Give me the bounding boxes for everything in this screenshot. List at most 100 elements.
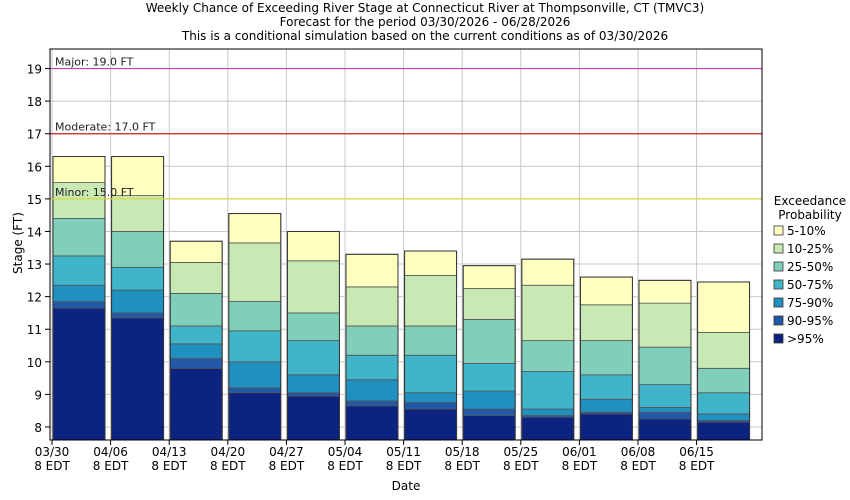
title-line-3: This is a conditional simulation based o…: [181, 29, 668, 43]
legend-label: 90-95%: [787, 314, 833, 328]
bar-segment: [580, 413, 633, 441]
legend-item: 50-75%: [773, 278, 833, 292]
x-tick-date: 05/18: [445, 445, 480, 459]
bar-segment: [580, 276, 633, 306]
bar-segment: [169, 343, 223, 359]
legend-swatch: [773, 243, 784, 254]
bar-segment: [111, 312, 164, 319]
y-tick-label: 17: [27, 128, 42, 142]
legend-title-line-1: Exceedance: [774, 194, 846, 208]
bar-segment: [169, 325, 223, 345]
x-tick-time: 8 EDT: [34, 459, 70, 473]
y-tick-label: 15: [27, 193, 42, 207]
bar-segment: [697, 281, 750, 333]
bars: [52, 156, 751, 441]
bar-segment: [52, 218, 106, 257]
x-tick-date: 04/13: [152, 445, 187, 459]
week-bar: [228, 213, 282, 441]
bar-segment: [52, 156, 106, 183]
x-tick-time: 8 EDT: [151, 459, 187, 473]
bar-segment: [169, 240, 223, 263]
bar-segment: [521, 408, 575, 416]
x-tick-time: 8 EDT: [620, 459, 656, 473]
legend-label: 50-75%: [787, 278, 833, 292]
bar-segment: [462, 265, 516, 289]
week-bar: [521, 258, 575, 441]
bar-segment: [404, 325, 458, 356]
bar-segment: [111, 266, 164, 291]
bar-segment: [638, 411, 692, 420]
bar-segment: [286, 395, 340, 441]
bar-segment: [462, 390, 516, 410]
bar-segment: [638, 418, 692, 441]
bar-segment: [286, 231, 340, 262]
bar-segment: [52, 307, 106, 441]
y-tick-label: 14: [27, 225, 42, 239]
week-bar: [697, 281, 751, 441]
title-line-1: Weekly Chance of Exceeding River Stage a…: [146, 1, 704, 15]
bar-segment: [462, 363, 516, 392]
week-bar: [111, 156, 165, 441]
week-bar: [286, 230, 340, 441]
week-bar: [462, 265, 516, 441]
y-tick-label: 8: [34, 421, 42, 435]
legend-swatch: [773, 225, 784, 236]
legend-swatch: [773, 333, 784, 344]
bar-segment: [286, 340, 340, 376]
bar-segment: [345, 405, 399, 441]
bar-segment: [52, 284, 106, 302]
x-tick-time: 8 EDT: [562, 459, 598, 473]
plot-frame: [49, 48, 763, 441]
y-tick-label: 13: [27, 258, 42, 272]
x-tick-date: 04/20: [211, 445, 246, 459]
week-bar: [169, 240, 223, 441]
legend-swatch: [773, 297, 784, 308]
bar-segment: [638, 302, 692, 348]
legend-label: 10-25%: [787, 242, 833, 256]
bar-segment: [404, 354, 458, 394]
legend-label: 75-90%: [787, 296, 833, 310]
week-bar: [579, 276, 633, 441]
x-tick-time: 8 EDT: [269, 459, 305, 473]
bar-segment: [404, 392, 458, 403]
bar-segment: [286, 260, 340, 314]
bar-segment: [345, 400, 399, 407]
y-tick-label: 18: [27, 95, 42, 109]
x-tick-date: 06/08: [621, 445, 656, 459]
legend-item: >95%: [773, 332, 824, 346]
x-tick-date: 04/27: [269, 445, 304, 459]
flood-label: Moderate: 17.0 FT: [55, 121, 156, 134]
x-tick-time: 8 EDT: [444, 459, 480, 473]
bar-segment: [462, 415, 516, 441]
legend-swatch: [773, 279, 784, 290]
bar-segment: [697, 332, 750, 369]
bar-segment: [638, 346, 692, 386]
bar-segment: [52, 301, 106, 309]
bar-segment: [462, 288, 516, 320]
bar-segment: [404, 402, 458, 410]
x-tick-time: 8 EDT: [327, 459, 363, 473]
x-tick-date: 03/30: [35, 445, 70, 459]
x-tick-date: 06/01: [562, 445, 597, 459]
legend-item: 10-25%: [773, 242, 833, 256]
bar-segment: [228, 361, 282, 389]
bar-segment: [52, 182, 106, 219]
flood-label: Minor: 15.0 FT: [55, 186, 134, 199]
bar-segment: [169, 358, 223, 369]
x-tick-date: 05/11: [386, 445, 421, 459]
bar-segment: [286, 392, 340, 397]
bar-segment: [345, 354, 399, 381]
bar-segment: [111, 317, 164, 441]
bar-segment: [111, 289, 164, 314]
x-tick-time: 8 EDT: [386, 459, 422, 473]
bar-segment: [111, 195, 164, 232]
week-bar: [638, 279, 692, 441]
bar-segment: [638, 407, 692, 413]
bar-segment: [228, 213, 282, 244]
y-axis-label: Stage (FT): [11, 212, 25, 274]
bar-segment: [580, 398, 633, 413]
bar-segment: [111, 156, 164, 197]
bar-segment: [286, 312, 340, 342]
bar-segment: [169, 262, 223, 294]
